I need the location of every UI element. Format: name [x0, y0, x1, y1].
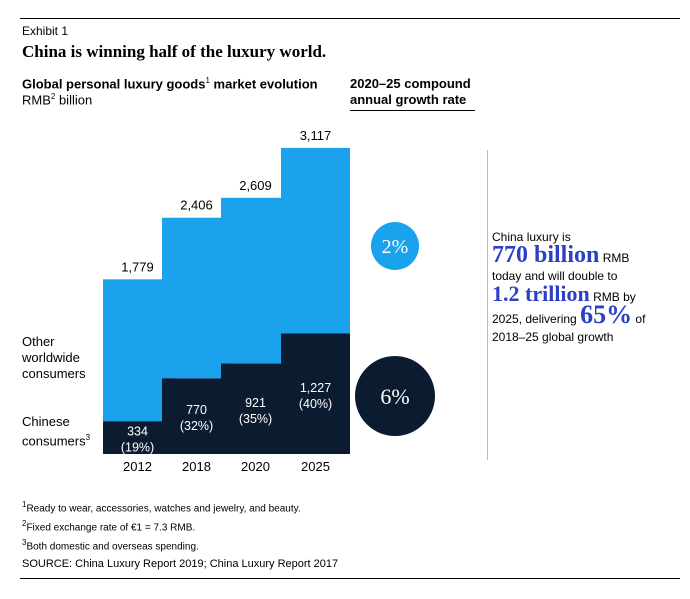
chinese-value-label-2012: 334 [127, 425, 148, 439]
total-label-2025: 3,117 [300, 128, 332, 143]
callout-line6: 2018–25 global growth [492, 330, 614, 344]
chinese-share-label-2025: (40%) [299, 397, 332, 411]
callout-big-65: 65% [580, 300, 633, 329]
chart-title-text-rest: market evolution [209, 76, 318, 92]
footnote-3: 3Both domestic and overseas spending. [22, 538, 199, 552]
unit-text: RMB [22, 92, 51, 108]
cagr-title: 2020–25 compound annual growth rate [350, 76, 500, 108]
callout-text: China luxury is 770 billion RMB today an… [492, 228, 677, 346]
total-label-2012: 1,779 [121, 259, 154, 274]
page-title: China is winning half of the luxury worl… [22, 42, 327, 61]
cagr-rule [350, 110, 475, 111]
side-divider [487, 150, 488, 460]
chinese-value-label-2025: 1,227 [300, 381, 331, 395]
bar-chinese-2018 [162, 378, 231, 454]
footnote-3-mark: 3 [22, 538, 27, 547]
callout-line5: 2025, delivering 65% of [492, 302, 677, 328]
x-tick-label-2012: 2012 [123, 459, 152, 474]
source-note: SOURCE: China Luxury Report 2019; China … [22, 558, 339, 570]
callout-line1: China luxury is [492, 230, 571, 244]
x-tick-label-2018: 2018 [182, 459, 211, 474]
cagr-label-chinese: 6% [380, 384, 409, 409]
chart-title: Global personal luxury goods1 market evo… [22, 76, 318, 91]
cagr-title-line2: annual growth rate [350, 92, 467, 107]
bar-other-2025 [281, 147, 350, 334]
legend-chinese: Chinese consumers3 [22, 414, 90, 449]
chart-title-text: Global personal luxury goods [22, 76, 206, 92]
chinese-share-label-2012: (19%) [121, 441, 154, 455]
legend-chinese-text: consumers [22, 433, 86, 449]
cagr-label-other: 2% [382, 236, 409, 258]
bar-other-2020 [221, 197, 290, 364]
chinese-share-label-2020: (35%) [239, 412, 272, 426]
footnote-2-text: Fixed exchange rate of €1 = 7.3 RMB. [26, 522, 196, 534]
legend-chinese-line1: Chinese [22, 414, 70, 429]
cagr-bubble-other [371, 222, 419, 270]
callout-big-trillion: 1.2 trillion [492, 281, 590, 306]
total-label-2018: 2,406 [180, 198, 213, 213]
exhibit-label: Exhibit 1 [22, 24, 69, 38]
x-tick-label-2020: 2020 [241, 459, 270, 474]
cagr-bubble-chinese [355, 356, 435, 436]
chinese-value-label-2018: 770 [186, 403, 207, 417]
x-tick-label-2025: 2025 [301, 459, 330, 474]
legend-chinese-footnote-mark: 3 [85, 433, 91, 442]
total-label-2020: 2,609 [239, 178, 272, 193]
bar-other-2018 [162, 217, 231, 379]
callout-big-770: 770 billion [492, 242, 600, 268]
bottom-rule [20, 578, 680, 579]
legend-other-line2: worldwide [22, 350, 80, 365]
legend-other-line3: consumers [22, 366, 86, 381]
chart-title-footnote-mark: 1 [205, 76, 210, 85]
callout-rmb-1: RMB [599, 251, 630, 265]
legend-other: Other worldwide consumers [22, 334, 86, 382]
footnote-2: 2Fixed exchange rate of €1 = 7.3 RMB. [22, 519, 195, 533]
unit-text-rest: billion [55, 92, 93, 108]
top-rule [20, 18, 680, 19]
bar-chinese-2012 [103, 421, 172, 454]
bar-other-2012 [103, 279, 172, 422]
callout-line3: today and will double to [492, 269, 618, 283]
callout-of: of [632, 312, 646, 326]
footnote-1-text: Ready to wear, accessories, watches and … [26, 503, 301, 515]
unit-footnote-mark: 2 [50, 92, 56, 101]
callout-line2: 770 billion RMB [492, 243, 677, 267]
chinese-share-label-2018: (32%) [180, 419, 213, 433]
legend-other-line1: Other [22, 334, 55, 349]
bar-chinese-2020 [221, 363, 290, 454]
callout-line4: 1.2 trillion RMB by [492, 283, 677, 306]
footnote-1: 1Ready to wear, accessories, watches and… [22, 500, 301, 514]
footnote-1-mark: 1 [22, 500, 27, 509]
chinese-value-label-2020: 921 [245, 396, 266, 410]
footnote-2-mark: 2 [22, 519, 27, 528]
cagr-title-line1: 2020–25 compound [350, 76, 471, 91]
callout-2025: 2025, delivering [492, 312, 581, 326]
callout-rmb-2: RMB by [589, 290, 636, 304]
bar-chinese-2025 [281, 333, 350, 454]
axis-unit: RMB2 billion [22, 92, 92, 107]
legend-chinese-line2: consumers3 [22, 430, 90, 449]
footnote-3-text: Both domestic and overseas spending. [26, 541, 199, 553]
